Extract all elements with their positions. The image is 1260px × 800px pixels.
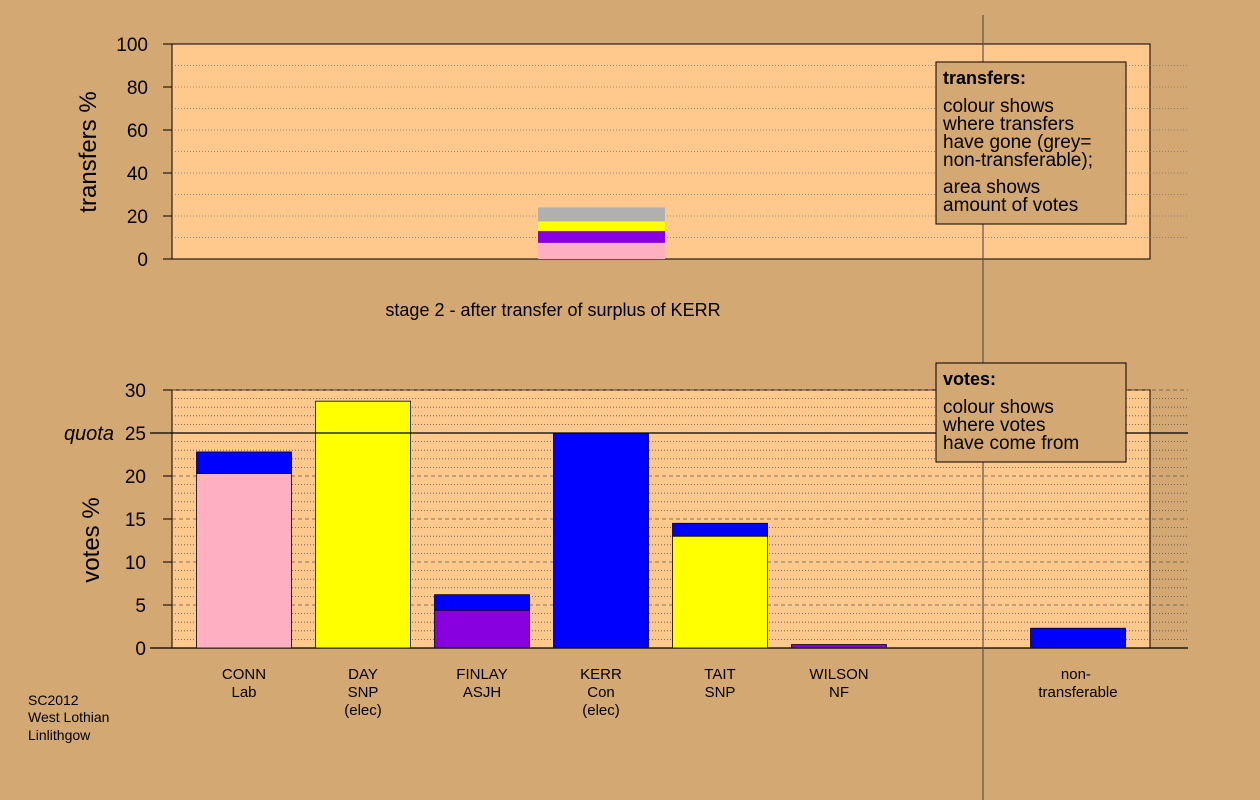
candidate-label: FINLAY ASJH bbox=[456, 666, 507, 701]
transfers-legend-text: colour shows where transfers have gone (… bbox=[942, 96, 1098, 216]
stage-caption: stage 2 - after transfer of surplus of K… bbox=[385, 300, 720, 320]
y-tick-label: 60 bbox=[127, 121, 148, 142]
y-tick-label: 25 bbox=[125, 424, 146, 445]
y-tick-label: 5 bbox=[135, 596, 146, 617]
votes-legend-box bbox=[935, 362, 1127, 463]
candidate-label: CONN Lab bbox=[222, 666, 266, 701]
vote-bar-segment bbox=[553, 432, 649, 649]
candidate-label: TAIT SNP bbox=[704, 666, 735, 701]
transfers-y-ticks: 0 20 40 60 80 100 bbox=[116, 35, 172, 271]
vote-bar-segment bbox=[434, 609, 530, 649]
vote-bar-segment bbox=[1030, 627, 1126, 649]
y-tick-label: 30 bbox=[125, 381, 146, 402]
votes-panel: 0 5 10 15 20 25 30 quota votes % CONN Lab DAY SNP… bbox=[64, 381, 1188, 719]
vote-bar-segment bbox=[196, 451, 292, 474]
vote-bar-segment bbox=[315, 400, 411, 649]
candidate-label: WILSON NF bbox=[809, 666, 868, 701]
vote-bar-segment bbox=[672, 522, 768, 537]
y-tick-label: 20 bbox=[127, 207, 148, 228]
transfer-segment-ASJH bbox=[538, 231, 665, 243]
candidate-label: DAY SNP (elec) bbox=[344, 666, 382, 719]
y-tick-label: 10 bbox=[125, 553, 146, 574]
y-tick-label: 0 bbox=[137, 250, 148, 271]
candidate-labels: CONN Lab DAY SNP (elec) FINLAY ASJH KERR Con (ele… bbox=[222, 666, 869, 719]
votes-y-axis-label: votes % bbox=[78, 497, 105, 582]
vote-bar-segment bbox=[434, 594, 530, 611]
y-tick-label: 15 bbox=[125, 510, 146, 531]
transfer-segment-nontransferable bbox=[538, 207, 665, 222]
vote-bar-segment bbox=[196, 473, 292, 649]
transfers-legend-title: transfers: bbox=[943, 68, 1026, 88]
votes-legend-title: votes: bbox=[943, 369, 996, 389]
quota-label: quota bbox=[64, 423, 114, 445]
candidate-label: KERR Con (elec) bbox=[580, 666, 622, 719]
y-tick-label: 80 bbox=[127, 78, 148, 99]
nontransferable-label: non- transferable bbox=[1038, 666, 1117, 701]
y-tick-label: 40 bbox=[127, 164, 148, 185]
election-footer: SC2012 West Lothian Linlithgow bbox=[28, 692, 113, 743]
transfers-bars bbox=[538, 207, 665, 259]
votes-legend-text: colour shows where votes have come from bbox=[942, 397, 1079, 454]
votes-legend: votes: colour shows where votes have com… bbox=[935, 362, 1127, 463]
y-tick-label: 20 bbox=[125, 467, 146, 488]
votes-y-ticks: 0 5 10 15 20 25 30 bbox=[125, 381, 172, 660]
y-tick-label: 0 bbox=[135, 639, 146, 660]
transfers-y-axis-label: transfers % bbox=[75, 91, 102, 212]
votes-bars bbox=[196, 400, 1126, 649]
transfers-legend-box bbox=[935, 61, 1127, 225]
y-tick-label: 100 bbox=[116, 35, 148, 56]
transfer-segment-Lab bbox=[538, 242, 665, 259]
transfer-segment-SNP bbox=[538, 221, 665, 232]
vote-bar-segment bbox=[791, 644, 887, 649]
transfers-legend: transfers: colour shows where transfers … bbox=[935, 61, 1127, 225]
vote-bar-segment bbox=[672, 535, 768, 649]
